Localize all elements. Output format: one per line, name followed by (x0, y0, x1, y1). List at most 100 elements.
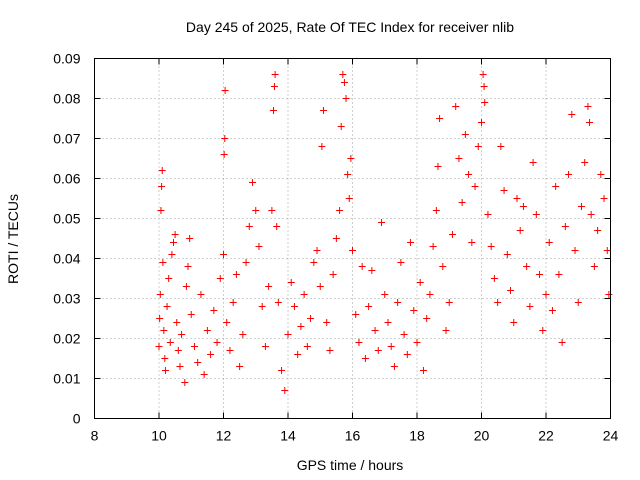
data-point (494, 299, 502, 306)
data-point (400, 331, 408, 338)
data-point (220, 151, 228, 158)
data-point (274, 299, 282, 306)
data-point (439, 263, 447, 270)
y-tick-labels: 0 0.01 0.02 0.03 0.04 0.05 0.06 0.07 0.08 0.09 (53, 51, 80, 427)
data-point (229, 299, 237, 306)
data-point (436, 115, 444, 122)
data-point (339, 71, 347, 78)
x-tick-label: 18 (409, 428, 425, 444)
data-point (156, 315, 164, 322)
data-point (181, 379, 189, 386)
y-tick-label: 0 (73, 411, 81, 427)
data-point (337, 123, 345, 130)
data-point (242, 259, 250, 266)
data-point (581, 159, 589, 166)
data-point (378, 219, 386, 226)
data-point (226, 347, 234, 354)
x-tick-label: 20 (474, 428, 490, 444)
data-point (561, 223, 569, 230)
data-point (186, 235, 194, 242)
grid-lines (94, 58, 611, 419)
data-point (221, 135, 229, 142)
y-tick-label: 0.03 (53, 291, 80, 307)
data-point (587, 211, 595, 218)
data-point (374, 347, 382, 354)
data-point (332, 235, 340, 242)
data-point (342, 95, 350, 102)
data-point (173, 319, 181, 326)
data-point (490, 275, 498, 282)
data-point (278, 367, 286, 374)
data-point (484, 211, 492, 218)
chart-title: Day 245 of 2025, Rate Of TEC Index for r… (186, 19, 514, 35)
data-point (252, 207, 260, 214)
x-tick-label: 24 (603, 428, 619, 444)
data-point (223, 319, 231, 326)
data-point (434, 163, 442, 170)
data-point (532, 211, 540, 218)
data-point (586, 119, 594, 126)
data-point (340, 79, 348, 86)
data-point (249, 179, 257, 186)
data-point (416, 279, 424, 286)
data-point (605, 291, 613, 298)
data-point (497, 143, 505, 150)
data-point (170, 239, 178, 246)
x-axis-label: GPS time / hours (297, 457, 404, 473)
data-point (290, 303, 298, 310)
data-points (155, 71, 613, 394)
data-point (163, 303, 171, 310)
data-point (171, 231, 179, 238)
data-point (313, 247, 321, 254)
data-point (168, 251, 176, 258)
x-tick-labels: 8 10 12 14 16 18 20 22 24 (91, 428, 619, 444)
data-point (407, 239, 415, 246)
data-point (461, 131, 469, 138)
data-point (478, 119, 485, 126)
data-point (216, 275, 224, 282)
data-point (468, 239, 476, 246)
data-point (552, 183, 560, 190)
data-point (239, 331, 247, 338)
data-point (273, 223, 281, 230)
data-point (507, 287, 515, 294)
data-point (236, 363, 244, 370)
data-point (161, 367, 169, 374)
data-point (255, 243, 263, 250)
data-point (158, 183, 166, 190)
x-tick-label: 22 (538, 428, 554, 444)
data-point (178, 331, 186, 338)
data-point (529, 159, 537, 166)
y-tick-label: 0.01 (53, 371, 80, 387)
data-point (419, 367, 427, 374)
y-tick-label: 0.08 (53, 91, 80, 107)
data-point (513, 195, 521, 202)
data-point (423, 315, 431, 322)
data-point (344, 171, 352, 178)
data-point (361, 355, 369, 362)
data-point (390, 363, 398, 370)
data-point (197, 291, 205, 298)
data-point (558, 339, 566, 346)
data-point (526, 303, 534, 310)
data-point (265, 283, 273, 290)
data-point (269, 107, 277, 114)
data-point (297, 323, 305, 330)
data-point (445, 299, 453, 306)
data-point (270, 83, 278, 90)
data-point (442, 327, 450, 334)
data-point (310, 259, 318, 266)
y-tick-label: 0.09 (53, 51, 80, 67)
data-point (271, 71, 279, 78)
data-point (336, 207, 344, 214)
data-point (160, 327, 168, 334)
data-point (555, 271, 563, 278)
data-point (284, 331, 292, 338)
data-point (166, 339, 174, 346)
data-point (349, 247, 356, 254)
data-point (600, 195, 608, 202)
data-point (548, 307, 556, 314)
data-point (413, 339, 421, 346)
data-point (479, 71, 487, 78)
data-point (207, 351, 215, 358)
